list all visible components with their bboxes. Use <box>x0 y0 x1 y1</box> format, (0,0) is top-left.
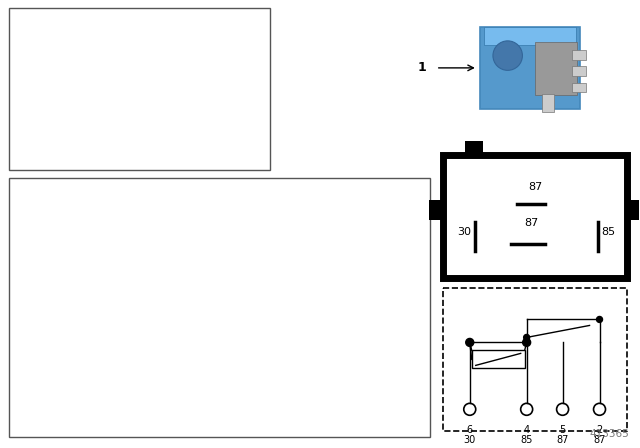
Bar <box>8 8 270 170</box>
Bar <box>541 94 554 112</box>
Bar <box>627 200 640 220</box>
Text: 87: 87 <box>556 435 569 445</box>
Bar <box>572 82 586 92</box>
Text: 87: 87 <box>593 435 605 445</box>
Text: 6: 6 <box>467 425 473 435</box>
Bar <box>472 350 525 368</box>
Bar <box>572 50 586 60</box>
Text: 4: 4 <box>524 425 530 435</box>
Bar <box>465 141 483 155</box>
Text: 2: 2 <box>596 425 603 435</box>
Text: 85: 85 <box>602 227 616 237</box>
Text: 30: 30 <box>463 435 476 445</box>
Bar <box>534 42 577 95</box>
Circle shape <box>493 41 522 70</box>
Bar <box>480 27 580 109</box>
Bar <box>443 155 627 277</box>
Text: 5: 5 <box>559 425 566 435</box>
Circle shape <box>466 338 474 346</box>
Text: 87: 87 <box>524 219 539 228</box>
Bar <box>484 27 575 45</box>
Circle shape <box>524 334 530 340</box>
Bar <box>443 288 627 431</box>
Circle shape <box>523 338 531 346</box>
Bar <box>429 200 443 220</box>
Circle shape <box>596 316 602 323</box>
Text: 87: 87 <box>528 181 542 192</box>
Text: 413365: 413365 <box>589 429 630 439</box>
Text: 1: 1 <box>417 61 426 74</box>
Bar <box>572 66 586 76</box>
Bar <box>8 178 430 437</box>
Text: 30: 30 <box>457 227 471 237</box>
Text: 85: 85 <box>520 435 533 445</box>
